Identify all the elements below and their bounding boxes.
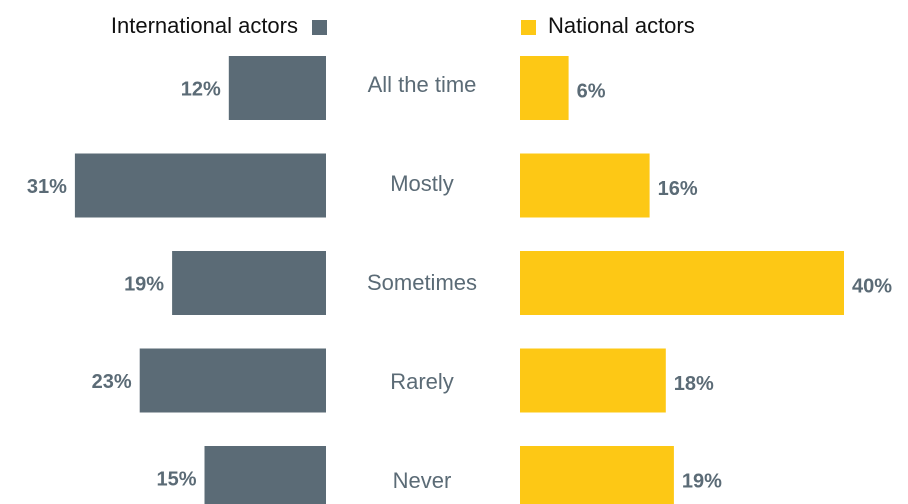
bar [520,56,569,120]
value-label: 19% [124,273,164,295]
legend-swatch [521,20,536,35]
bar [74,153,327,218]
bar [520,446,674,504]
bar [520,153,650,218]
legend-label: International actors [111,13,298,38]
bar [172,251,326,315]
bar [204,446,326,504]
value-label: 40% [852,275,892,297]
bar [520,348,666,413]
bar [139,348,326,413]
legend-swatch [312,20,327,35]
value-label: 15% [156,468,196,490]
value-label: 19% [682,470,722,492]
legend-label: National actors [548,13,695,38]
category-label: Sometimes [367,270,477,295]
value-label: 16% [658,178,698,200]
value-label: 23% [92,371,132,393]
value-label: 18% [674,373,714,395]
category-label: Mostly [390,171,454,196]
value-label: 31% [27,176,67,198]
value-label: 6% [577,80,606,102]
category-label: Rarely [390,369,454,394]
category-label: Never [393,468,452,493]
value-label: 12% [181,78,221,100]
bar [520,251,844,315]
bar [228,56,326,120]
category-label: All the time [368,72,477,97]
